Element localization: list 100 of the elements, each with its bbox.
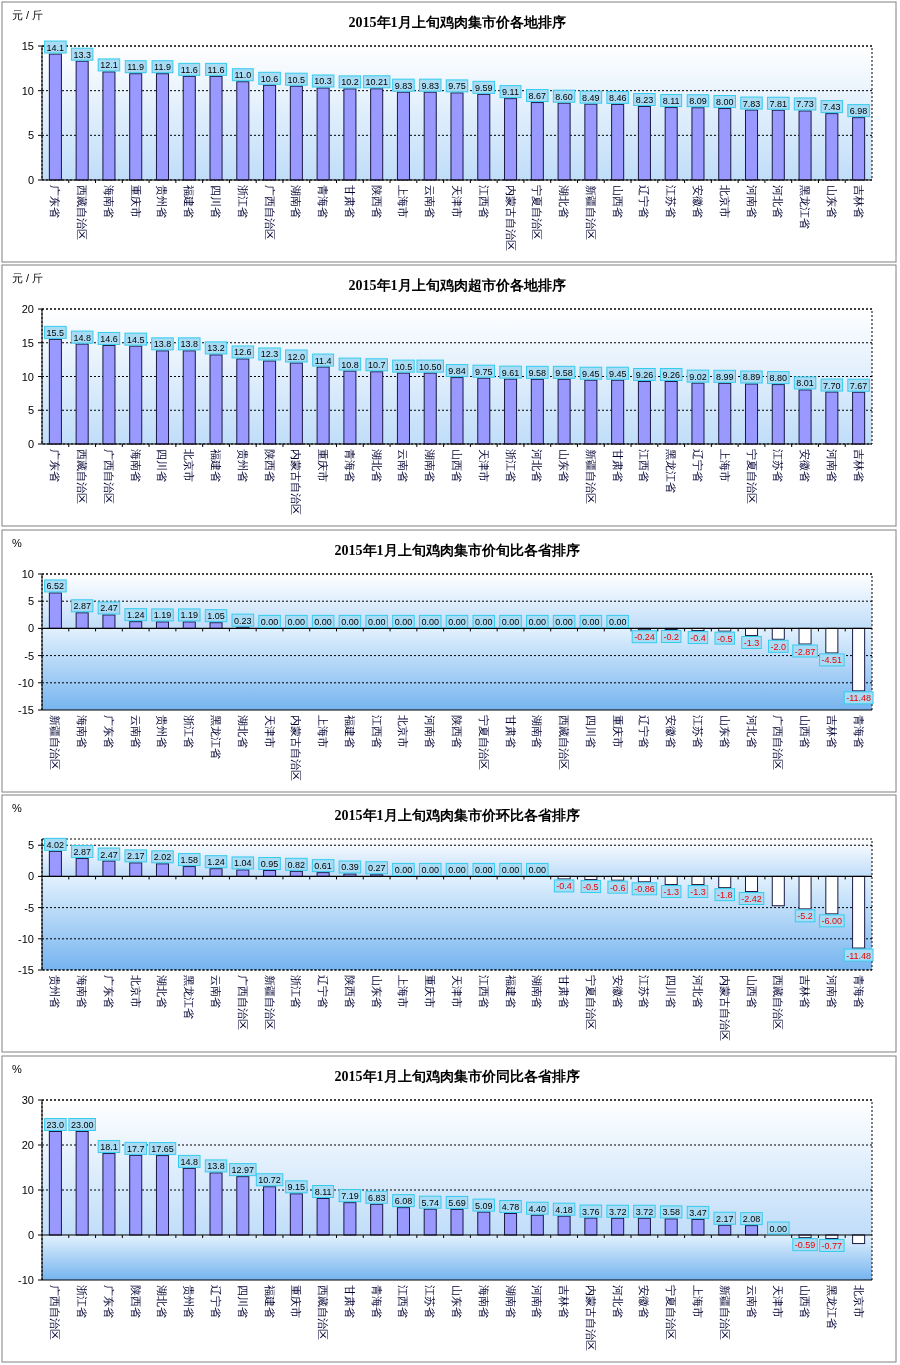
data-label: 18.1 bbox=[100, 1142, 118, 1153]
data-label: 15.5 bbox=[46, 327, 65, 338]
data-label: 0.00 bbox=[421, 864, 439, 875]
x-tick-label: 宁夏自治区 bbox=[584, 975, 597, 1030]
x-tick-label: 四川省 bbox=[665, 975, 678, 1008]
x-tick-label: 吉林省 bbox=[558, 1285, 571, 1318]
data-label: 10.6 bbox=[260, 73, 279, 84]
data-label: 10.21 bbox=[365, 77, 388, 88]
data-label: 4.18 bbox=[555, 1204, 573, 1215]
x-tick-label: 山东省 bbox=[370, 975, 383, 1008]
data-label: 12.1 bbox=[100, 60, 118, 71]
x-tick-label: 辽宁省 bbox=[691, 449, 704, 482]
x-tick-label: 天津市 bbox=[451, 975, 463, 1008]
x-tick-label: 浙江省 bbox=[236, 185, 249, 218]
x-tick-label: 内蒙古自治区 bbox=[718, 975, 731, 1041]
data-label: 0.00 bbox=[528, 864, 547, 875]
x-tick-label: 河北省 bbox=[691, 975, 704, 1008]
data-label: 9.02 bbox=[689, 371, 707, 382]
data-label: 7.73 bbox=[796, 99, 814, 110]
x-tick-label: 河南省 bbox=[531, 1285, 544, 1318]
data-label: 12.97 bbox=[231, 1165, 255, 1176]
x-tick-label: 天津市 bbox=[451, 185, 463, 218]
data-label: 0.27 bbox=[367, 863, 386, 874]
x-tick-label: 湖北省 bbox=[558, 185, 571, 218]
x-tick-label: 天津市 bbox=[772, 1285, 785, 1318]
x-tick-label: 湖北省 bbox=[370, 449, 383, 482]
x-tick-label: 贵州省 bbox=[49, 975, 62, 1008]
data-label: 11.4 bbox=[314, 355, 332, 366]
y-tick-label: 0 bbox=[27, 870, 34, 883]
x-tick-label: 浙江省 bbox=[504, 449, 517, 482]
x-tick-label: 内蒙古自治区 bbox=[504, 185, 517, 251]
x-tick-label: 广东省 bbox=[102, 975, 115, 1008]
data-label: 10.8 bbox=[341, 359, 359, 370]
data-label: 7.19 bbox=[341, 1191, 359, 1202]
data-label: 0.95 bbox=[260, 859, 279, 869]
x-tick-label: 广东省 bbox=[49, 185, 62, 218]
x-tick-label: 陕西省 bbox=[263, 449, 276, 482]
data-label: 14.6 bbox=[100, 333, 118, 344]
data-label: 17.65 bbox=[151, 1144, 174, 1155]
x-tick-label: 山东省 bbox=[451, 1285, 463, 1318]
y-tick-label: -5 bbox=[24, 901, 34, 914]
data-label: 6.98 bbox=[849, 106, 868, 117]
data-label: 7.43 bbox=[823, 102, 841, 113]
x-tick-label: 河北省 bbox=[611, 1285, 624, 1318]
data-label: 8.67 bbox=[528, 91, 547, 102]
data-label: 8.00 bbox=[715, 97, 734, 108]
data-label: -0.77 bbox=[821, 1240, 843, 1251]
data-label: 6.08 bbox=[394, 1196, 413, 1207]
data-label: 14.1 bbox=[46, 42, 65, 53]
x-tick-label: 广西自治区 bbox=[263, 185, 276, 240]
x-tick-label: 内蒙古自治区 bbox=[584, 1285, 597, 1351]
x-tick-label: 安徽省 bbox=[691, 185, 704, 218]
x-tick-label: 云南省 bbox=[424, 185, 437, 218]
x-tick-label: 辽宁省 bbox=[638, 185, 651, 218]
data-label: 14.8 bbox=[73, 332, 91, 343]
x-tick-label: 青海省 bbox=[370, 1285, 383, 1318]
x-tick-label: 河南省 bbox=[745, 185, 758, 218]
x-tick-label: 黑龙江省 bbox=[799, 185, 812, 229]
data-label: 10.5 bbox=[287, 74, 306, 85]
data-label: 13.8 bbox=[207, 1161, 225, 1172]
x-tick-label: 重庆市 bbox=[424, 975, 437, 1008]
x-tick-label: 广西自治区 bbox=[102, 449, 115, 504]
y-tick-label: 5 bbox=[27, 404, 34, 417]
x-tick-label: 四川省 bbox=[236, 1285, 249, 1318]
x-tick-label: 安徽省 bbox=[638, 1285, 651, 1318]
x-tick-label: 山西省 bbox=[611, 185, 624, 218]
data-label: -0.86 bbox=[634, 884, 655, 895]
data-label: 4.02 bbox=[46, 839, 65, 850]
x-tick-label: 上海市 bbox=[718, 449, 731, 482]
data-label: 9.26 bbox=[635, 369, 654, 380]
data-label: 10.72 bbox=[258, 1175, 281, 1186]
data-label: 2.08 bbox=[742, 1214, 761, 1225]
x-tick-label: 江西省 bbox=[397, 1285, 410, 1318]
x-tick-label: 江苏省 bbox=[638, 975, 651, 1008]
data-label: 9.59 bbox=[475, 82, 493, 93]
chart-title: 2015年1月上旬鸡肉集市价环比各省排序 bbox=[334, 807, 580, 823]
data-label: 7.83 bbox=[742, 98, 761, 109]
data-label: 0.00 bbox=[769, 1223, 788, 1234]
x-tick-label: 北京市 bbox=[129, 975, 142, 1008]
x-tick-label: 山东省 bbox=[558, 449, 571, 482]
data-label: -1.3 bbox=[690, 887, 706, 898]
x-tick-label: 广西自治区 bbox=[236, 975, 249, 1030]
x-tick-label: 甘肃省 bbox=[343, 185, 356, 218]
data-label: -0.6 bbox=[609, 882, 626, 893]
y-tick-label: 0 bbox=[27, 438, 34, 450]
x-tick-label: 浙江省 bbox=[76, 1285, 89, 1318]
data-label: 8.80 bbox=[769, 373, 788, 384]
x-tick-label: 湖南省 bbox=[290, 185, 303, 218]
data-label: 1.58 bbox=[180, 855, 199, 866]
data-label: 9.75 bbox=[475, 366, 493, 377]
data-label: 13.3 bbox=[73, 49, 91, 60]
y-tick-label: 10 bbox=[21, 1184, 34, 1196]
data-label: 0.00 bbox=[394, 864, 413, 875]
y-axis-title: 元 / 斤 bbox=[12, 9, 44, 21]
data-label: 2.87 bbox=[73, 847, 91, 858]
data-label: 10.50 bbox=[418, 361, 442, 372]
x-tick-label: 吉林省 bbox=[852, 185, 865, 218]
x-tick-label: 河北省 bbox=[531, 449, 544, 482]
x-tick-label: 宁夏自治区 bbox=[665, 1285, 678, 1340]
data-label: 11.6 bbox=[180, 64, 198, 75]
